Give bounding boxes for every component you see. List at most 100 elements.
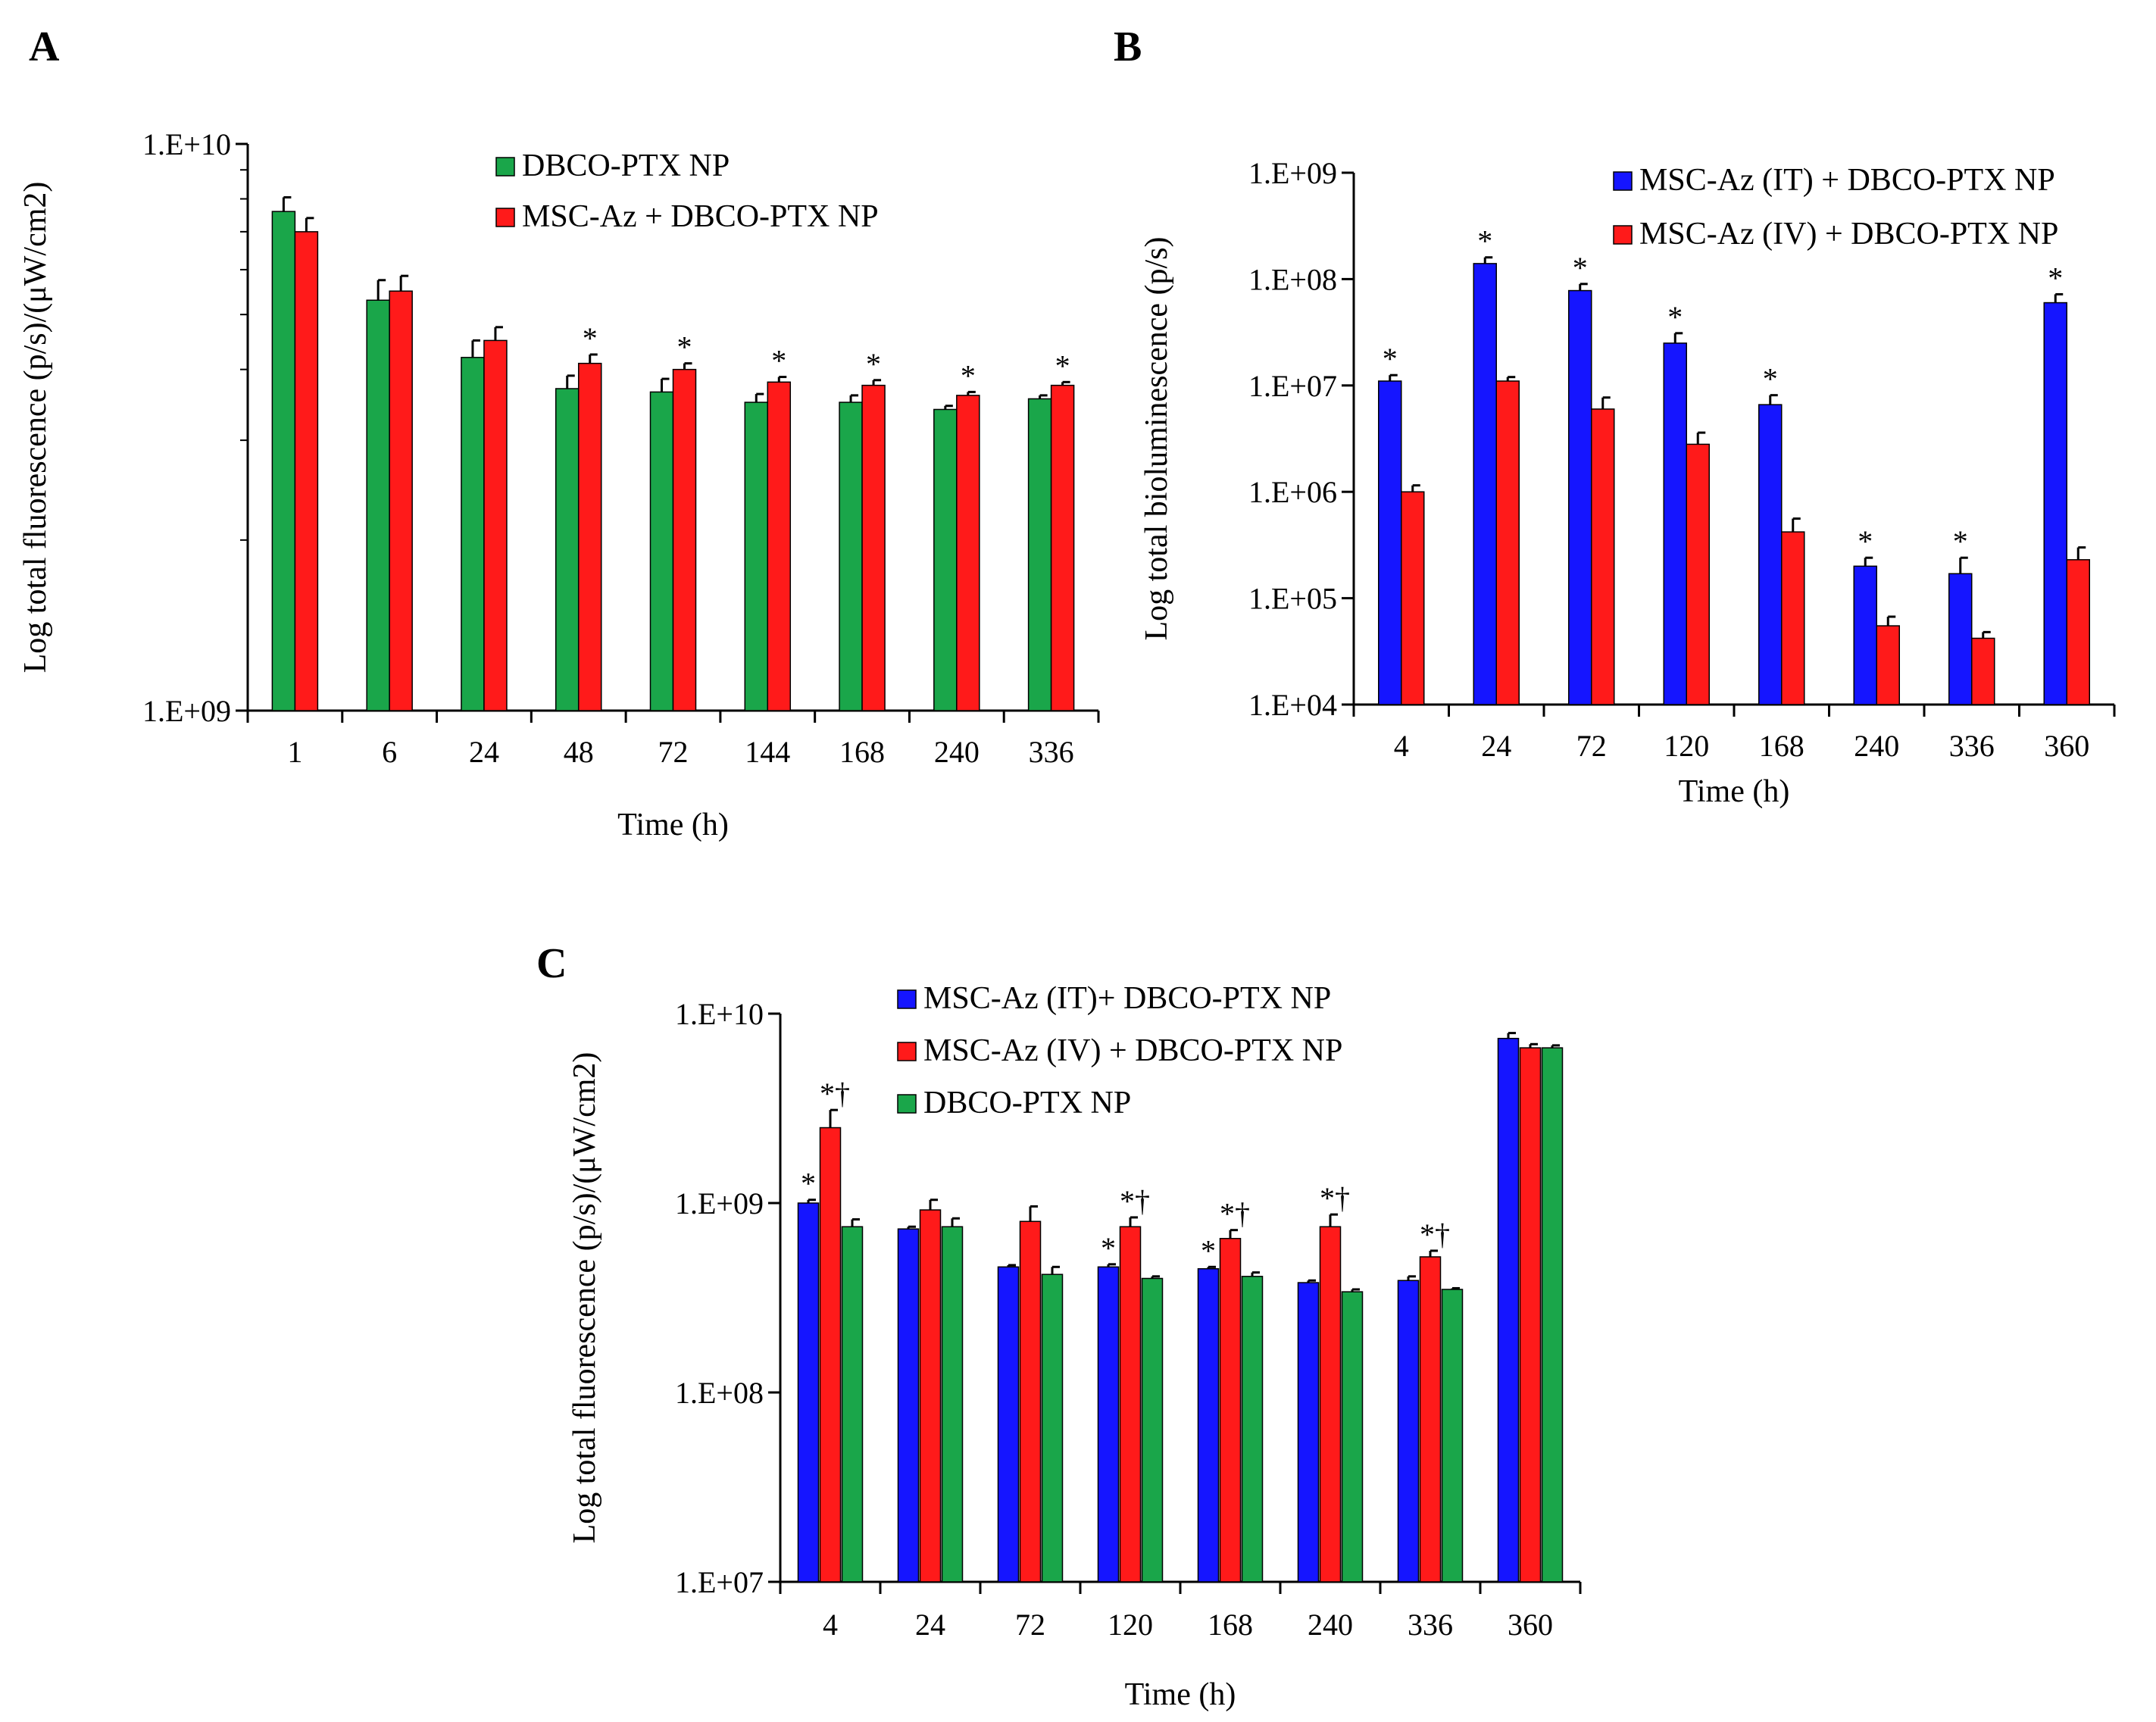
x-tick-label: 168: [839, 735, 885, 769]
x-tick-label: 336: [1029, 735, 1074, 769]
panel-letter: C: [536, 940, 567, 987]
bar: [1876, 625, 1900, 705]
significance-mark: *: [1101, 1231, 1116, 1265]
y-tick-label: 1.E+07: [675, 1565, 764, 1599]
x-axis-title: Time (h): [1679, 774, 1790, 809]
significance-mark: *: [677, 330, 692, 364]
y-axis-title: Log total bioluminescence (p/s): [1139, 236, 1174, 640]
bar: [841, 1226, 864, 1583]
bar: [366, 299, 390, 711]
x-tick-label: 240: [934, 735, 980, 769]
legend-swatch: [495, 157, 515, 177]
bar: [1971, 637, 1995, 705]
x-tick-label: 360: [2044, 729, 2089, 763]
y-tick-label: 1.E+09: [142, 694, 231, 728]
x-tick-label: 72: [658, 735, 689, 769]
significance-mark: *: [1055, 348, 1070, 383]
bar: [271, 211, 296, 711]
bar: [1241, 1276, 1264, 1583]
bar: [941, 1226, 964, 1583]
bar: [1441, 1289, 1464, 1583]
significance-mark: *: [961, 358, 976, 392]
x-tick-label: 240: [1308, 1608, 1353, 1642]
bar: [819, 1127, 842, 1583]
significance-mark: *: [2048, 261, 2063, 295]
x-tick-label: 336: [1949, 729, 1995, 763]
bar: [1197, 1267, 1220, 1583]
bar: [767, 381, 792, 711]
legend-swatch: [897, 1094, 917, 1114]
bar: [2066, 559, 2090, 705]
bar: [2043, 302, 2067, 705]
significance-mark: *: [583, 321, 598, 355]
panel-letter: A: [29, 23, 60, 70]
panel-letter: B: [1114, 23, 1142, 70]
chart-panel-a: A 1.E+09 1.E+10 1 6 24 48 72 144 168 240 336 * * * * * * L…: [18, 23, 1100, 842]
bar: [1541, 1047, 1564, 1583]
significance-mark: *: [1573, 251, 1588, 285]
legend-label: DBCO-PTX NP: [522, 148, 730, 183]
significance-mark: *: [1667, 300, 1683, 334]
y-tick-label: 1.E+05: [1248, 582, 1337, 616]
bar: [744, 402, 769, 711]
bar: [389, 290, 413, 711]
x-tick-label: 168: [1208, 1608, 1253, 1642]
bar: [1663, 342, 1687, 705]
bar: [555, 388, 580, 711]
significance-mark: *: [1953, 524, 1968, 558]
x-tick-label: 360: [1508, 1608, 1553, 1642]
significance-mark: *: [1477, 224, 1492, 258]
x-tick-label: 336: [1408, 1608, 1453, 1642]
bar: [1519, 1047, 1542, 1583]
bar: [1378, 380, 1402, 705]
bar: [483, 339, 508, 711]
x-tick-label: 24: [469, 735, 499, 769]
x-axis-title: Time (h): [1125, 1677, 1236, 1712]
bar: [956, 395, 980, 711]
bar: [1397, 1280, 1420, 1583]
x-tick-label: 144: [745, 735, 790, 769]
x-tick-label: 120: [1664, 729, 1709, 763]
y-tick-label: 1.E+06: [1248, 475, 1337, 509]
bar: [997, 1266, 1020, 1583]
bar: [649, 391, 674, 711]
bar: [1341, 1291, 1364, 1583]
x-tick-label: 24: [915, 1608, 945, 1642]
x-tick-label: 120: [1108, 1608, 1153, 1642]
bar: [1781, 531, 1805, 705]
bar: [861, 384, 886, 711]
significance-mark: *†: [820, 1077, 850, 1111]
significance-mark: *†: [1320, 1181, 1350, 1215]
legend-label: MSC-Az (IT)+ DBCO-PTX NP: [923, 981, 1331, 1016]
bar: [1019, 1220, 1042, 1583]
legend: DBCO-PTX NP MSC-Az + DBCO-PTX NP: [495, 148, 879, 234]
x-tick-label: 48: [564, 735, 594, 769]
legend-swatch: [1613, 171, 1633, 191]
bar: [461, 357, 485, 711]
bar: [1591, 408, 1615, 705]
x-tick-label: 1: [287, 735, 302, 769]
significance-mark: *: [1201, 1233, 1216, 1267]
legend-label: MSC-Az (IV) + DBCO-PTX NP: [1639, 217, 2058, 252]
bar: [1041, 1274, 1064, 1583]
bar: [919, 1209, 942, 1583]
legend-swatch: [495, 208, 515, 227]
significance-mark: *: [866, 347, 881, 381]
significance-mark: *†: [1420, 1217, 1450, 1252]
bar: [1948, 573, 1973, 705]
x-tick-label: 168: [1759, 729, 1804, 763]
legend-swatch: [897, 1042, 917, 1061]
bar: [1401, 491, 1425, 705]
bar: [1219, 1238, 1242, 1583]
bar: [1297, 1282, 1320, 1583]
y-tick-label: 1.E+04: [1248, 688, 1337, 722]
bar: [797, 1202, 820, 1583]
chart-panel-b: B 1.E+04 1.E+05 1.E+06 1.E+07 1.E+08 1.E+09 4 24…: [1114, 23, 2116, 809]
chart-panel-c: C 1.E+07 1.E+08 1.E+09 1.E+10 4 24 72 120 168 240 3…: [536, 940, 1582, 1712]
bar: [294, 231, 319, 711]
bar: [1319, 1226, 1342, 1583]
bar: [1495, 380, 1520, 705]
x-tick-label: 4: [1394, 729, 1409, 763]
bar: [1027, 398, 1052, 711]
